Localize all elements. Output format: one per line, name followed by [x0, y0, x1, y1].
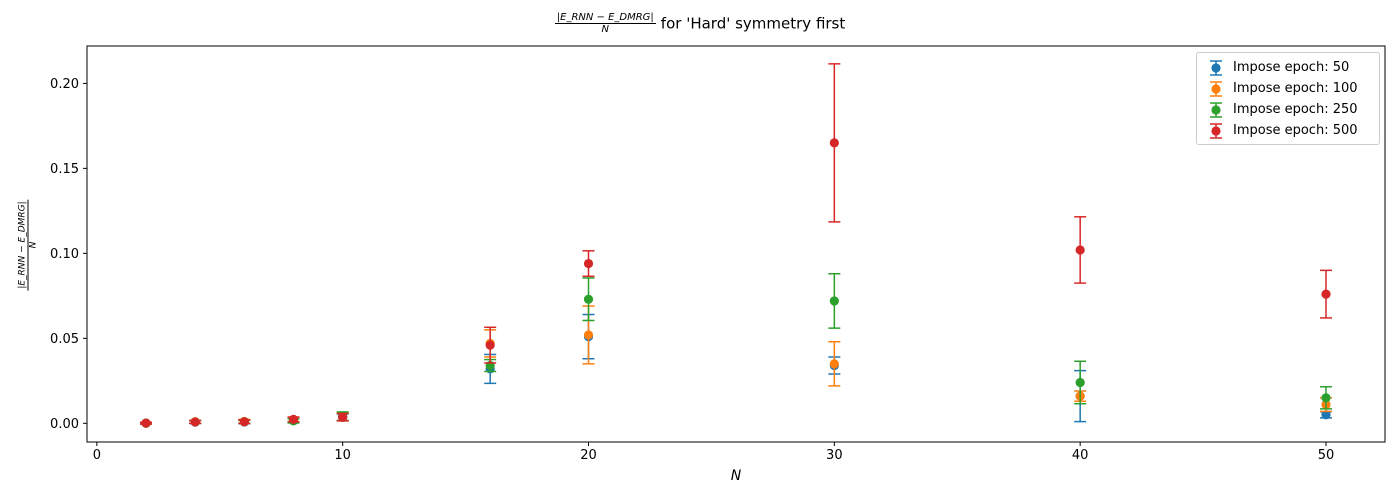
y-axis-label-denominator: N	[28, 241, 39, 249]
title-text: for 'Hard' symmetry first	[660, 14, 846, 33]
legend-marker-icon	[1210, 123, 1222, 139]
data-point	[239, 417, 249, 427]
data-point	[583, 330, 594, 340]
y-tick-label: 0.20	[50, 77, 79, 92]
data-point	[829, 359, 839, 369]
legend-label: Impose epoch: 50	[1233, 60, 1350, 75]
plot-frame	[86, 45, 1386, 443]
x-tick-label: 10	[334, 448, 351, 463]
x-tick-label: 50	[1318, 448, 1335, 463]
x-axis-label: N	[730, 468, 742, 484]
data-point	[141, 418, 151, 428]
legend-item: Impose epoch: 500	[1197, 120, 1379, 141]
x-tick-label: 20	[580, 448, 597, 463]
y-tick-label: 0.15	[50, 162, 79, 177]
legend-item: Impose epoch: 100	[1197, 78, 1379, 99]
x-tick-label: 30	[826, 448, 843, 463]
title-denominator: N	[601, 24, 610, 35]
series-group	[140, 63, 1332, 428]
legend-label: Impose epoch: 500	[1233, 123, 1358, 138]
axes: 0 10 20 30 40 50 0.00 0.05 0.10 0.15 0.20	[50, 45, 1386, 463]
series-group	[140, 272, 1332, 428]
data-point	[829, 296, 839, 306]
series-group	[140, 313, 1332, 428]
data-point	[485, 340, 495, 350]
data-point	[1321, 289, 1331, 299]
data-point	[1321, 410, 1331, 420]
legend-point	[1211, 63, 1221, 73]
series-group	[140, 305, 1332, 428]
data-point	[1075, 245, 1085, 255]
series-layer	[140, 63, 1332, 428]
legend-marker-icon	[1210, 60, 1222, 76]
y-axis-label-numerator: |E_RNN − E_DMRG|	[17, 199, 29, 291]
data-point	[583, 294, 594, 304]
x-tick-label: 40	[1072, 448, 1089, 463]
data-point	[1321, 393, 1331, 403]
legend-item: Impose epoch: 50	[1197, 57, 1379, 78]
legend-label: Impose epoch: 250	[1233, 102, 1358, 117]
legend-point	[1211, 84, 1221, 94]
legend-point	[1211, 126, 1221, 136]
data-point	[338, 412, 348, 422]
y-axis-label: |E_RNN − E_DMRG| N	[17, 199, 39, 291]
data-point	[288, 414, 299, 424]
y-tick-label: 0.00	[50, 417, 79, 432]
data-point	[583, 258, 594, 269]
title-numerator: |E_RNN − E_DMRG|	[554, 12, 656, 24]
y-tick-label: 0.05	[50, 332, 79, 347]
y-tick-label: 0.10	[50, 247, 79, 262]
title-fraction: |E_RNN − E_DMRG| N	[554, 12, 656, 35]
legend-point	[1211, 105, 1221, 115]
legend-marker-icon	[1210, 102, 1222, 118]
data-point	[190, 417, 200, 427]
data-point	[1075, 377, 1085, 388]
legend: Impose epoch: 50 Impose epoch: 100 Impos…	[1196, 52, 1380, 145]
chart-title: |E_RNN − E_DMRG| N for 'Hard' symmetry f…	[0, 12, 1400, 35]
legend-marker-icon	[1210, 81, 1222, 97]
legend-label: Impose epoch: 100	[1233, 81, 1358, 96]
data-point	[829, 138, 839, 148]
x-tick-label: 0	[93, 448, 101, 463]
legend-item: Impose epoch: 250	[1197, 99, 1379, 120]
